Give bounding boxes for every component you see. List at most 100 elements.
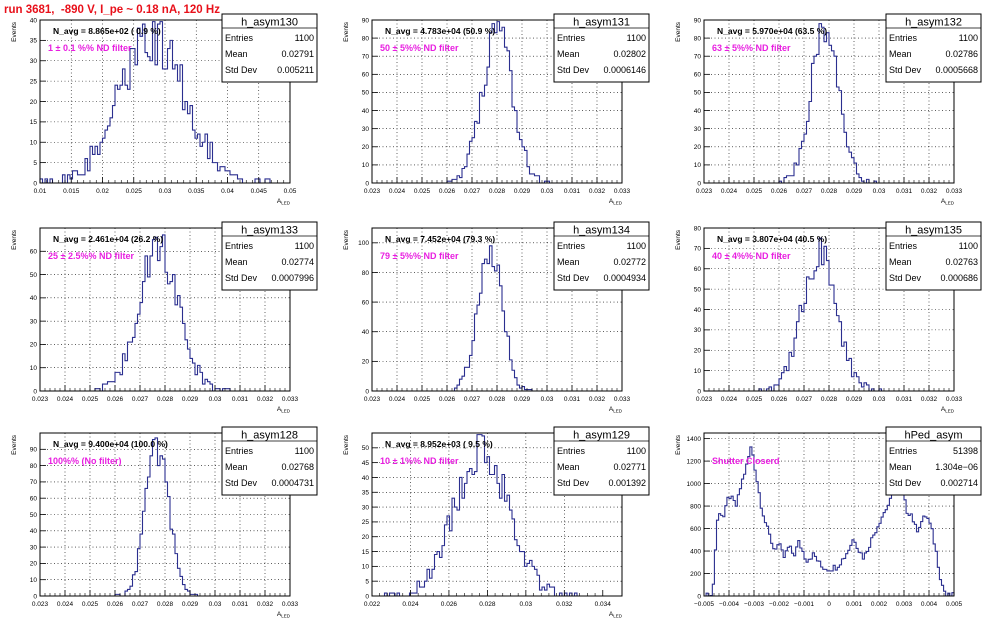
- x-tick-label: 0.033: [946, 396, 963, 403]
- stats-title: h_asym130: [241, 17, 298, 29]
- y-tick-label: 90: [362, 17, 370, 24]
- y-tick-label: 60: [694, 266, 702, 273]
- y-tick-label: 10: [694, 162, 702, 169]
- stats-label: Entries: [889, 33, 918, 43]
- x-tick-label: 0.026: [107, 396, 124, 403]
- stats-value: 0.02802: [613, 49, 646, 59]
- stats-label: Entries: [225, 33, 254, 43]
- y-axis-label: Events: [675, 21, 682, 42]
- histogram-line: [372, 434, 622, 597]
- x-tick-label: 0.026: [107, 601, 124, 608]
- navg-label: N_avg = 8.952e+03 ( 9.5 %): [385, 439, 493, 449]
- y-axis-label: Events: [11, 434, 18, 455]
- y-tick-label: 35: [362, 490, 370, 497]
- x-tick-label: 0.028: [821, 396, 838, 403]
- stats-value: 0.02791: [281, 49, 314, 59]
- stats-box: [885, 13, 982, 83]
- x-tick-label: 0.023: [32, 396, 49, 403]
- stats-box: [885, 426, 982, 496]
- y-tick-label: 50: [694, 90, 702, 97]
- stats-value: 1100: [959, 241, 978, 251]
- stats-label: Entries: [889, 241, 918, 251]
- x-tick-label: 0.045: [251, 188, 268, 195]
- y-tick-label: 0: [697, 593, 701, 600]
- x-axis-label: ALED: [609, 198, 623, 206]
- x-tick-label: 0.033: [282, 601, 299, 608]
- y-tick-label: 0: [33, 180, 37, 187]
- y-axis-label: Events: [675, 434, 682, 455]
- x-tick-label: 0.005: [946, 601, 963, 608]
- y-tick-label: 10: [362, 564, 370, 571]
- x-tick-label: 0.027: [132, 601, 149, 608]
- stats-value: 1100: [295, 446, 314, 456]
- y-tick-label: 30: [362, 504, 370, 511]
- y-tick-label: 40: [362, 108, 370, 115]
- y-tick-label: 800: [690, 503, 701, 510]
- page-title: run 3681, -890 V, I_pe ~ 0.18 nA, 120 Hz: [4, 4, 220, 16]
- x-tick-label: 0.027: [132, 396, 149, 403]
- x-tick-label: 0.028: [489, 188, 506, 195]
- x-tick-label: 0.031: [232, 396, 249, 403]
- y-tick-label: 45: [362, 460, 370, 467]
- y-tick-label: 30: [694, 327, 702, 334]
- panel-h_asym128: 0.023 0.024 0.025 0.026 0.027 0.028 0.029 0.03 0…: [11, 426, 318, 619]
- y-tick-label: 30: [30, 544, 38, 551]
- x-tick-label: 0.025: [746, 396, 763, 403]
- stats-value: 1100: [959, 33, 978, 43]
- x-tick-label: 0.032: [921, 396, 938, 403]
- x-tick-label: 0.024: [57, 601, 74, 608]
- x-tick-label: 0.026: [771, 396, 788, 403]
- y-tick-label: 30: [362, 126, 370, 133]
- y-axis-label: Events: [343, 229, 350, 250]
- x-tick-label: 0.024: [402, 601, 419, 608]
- stats-label: Mean: [889, 257, 912, 267]
- y-tick-label: 200: [690, 571, 701, 578]
- stats-box: [885, 221, 982, 291]
- stats-title: h_asym133: [241, 225, 298, 237]
- x-tick-label: 0.032: [589, 396, 606, 403]
- y-tick-label: 80: [30, 463, 38, 470]
- y-tick-label: 0: [365, 388, 369, 395]
- stats-value: 1100: [627, 446, 646, 456]
- stats-value: 0.0004731: [271, 478, 314, 488]
- stats-title: h_asym129: [573, 430, 630, 442]
- filter-annotation: 25 ± 2.5%% ND filter: [48, 251, 134, 261]
- y-tick-label: 20: [362, 359, 370, 366]
- stats-value: 0.0005668: [935, 65, 978, 75]
- filter-annotation: 79 ± 5%% ND filter: [380, 251, 459, 261]
- stats-title: h_asym132: [905, 17, 962, 29]
- x-tick-label: 0.032: [589, 188, 606, 195]
- stats-value: 1100: [295, 241, 314, 251]
- x-tick-label: 0.026: [771, 188, 788, 195]
- y-tick-label: 80: [362, 270, 370, 277]
- x-tick-label: −0.005: [694, 601, 714, 608]
- y-tick-label: 60: [694, 72, 702, 79]
- navg-label: N_avg = 5.970e+04 (63.5 %): [717, 26, 827, 36]
- stats-value: 1.304e−06: [935, 462, 978, 472]
- stats-value: 0.02768: [281, 462, 314, 472]
- x-tick-label: 0.015: [63, 188, 80, 195]
- y-tick-label: 50: [362, 90, 370, 97]
- x-axis-label: ALED: [941, 198, 955, 206]
- y-tick-label: 70: [30, 479, 38, 486]
- x-tick-label: 0.032: [257, 601, 274, 608]
- x-axis-label: ALED: [277, 611, 291, 619]
- stats-title: h_asym128: [241, 430, 298, 442]
- stats-box: [553, 426, 650, 496]
- filter-annotation: 10 ± 1%% ND filter: [380, 456, 459, 466]
- x-tick-label: 0.023: [32, 601, 49, 608]
- x-tick-label: 0.025: [414, 396, 431, 403]
- x-axis-label: ALED: [277, 198, 291, 206]
- x-tick-label: 0.03: [873, 396, 886, 403]
- x-tick-label: 0.025: [82, 601, 99, 608]
- panel-h_asym135: 0.023 0.024 0.025 0.026 0.027 0.028 0.029 0.03 0…: [675, 221, 982, 414]
- y-tick-label: 60: [362, 72, 370, 79]
- x-tick-label: 0.03: [209, 396, 222, 403]
- stats-label: Std Dev: [557, 65, 590, 75]
- x-tick-label: 0.026: [441, 601, 458, 608]
- x-tick-label: 0.05: [284, 188, 297, 195]
- y-tick-label: 40: [30, 528, 38, 535]
- y-tick-label: 1000: [687, 481, 702, 488]
- y-tick-label: 60: [362, 299, 370, 306]
- y-tick-label: 50: [30, 512, 38, 519]
